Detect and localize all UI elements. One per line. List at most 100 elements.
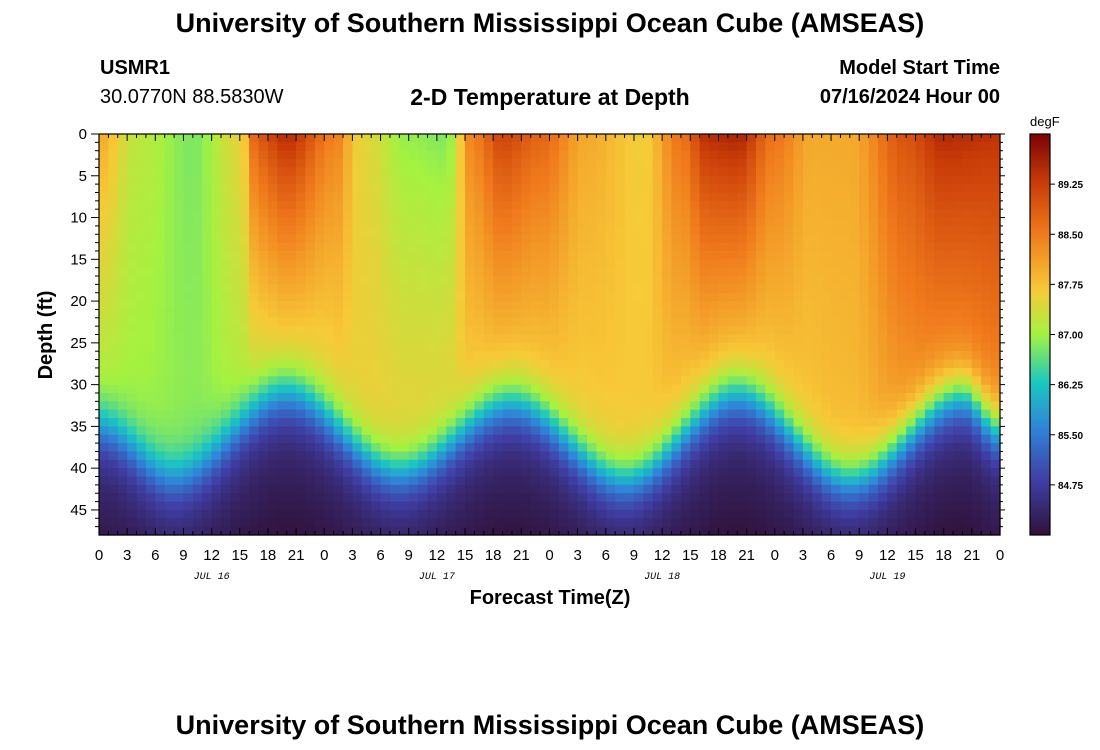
heatmap-cell: [690, 225, 701, 235]
heatmap-cell: [286, 267, 297, 277]
heatmap-cell: [690, 250, 701, 260]
heatmap-cell: [915, 259, 926, 269]
heatmap-cell: [877, 384, 888, 394]
heatmap-cell: [718, 175, 729, 185]
heatmap-cell: [587, 309, 598, 319]
heatmap-cell: [286, 392, 297, 402]
heatmap-cell: [389, 401, 400, 411]
heatmap-cell: [709, 326, 720, 336]
heatmap-cell: [455, 317, 466, 327]
heatmap-cell: [465, 434, 476, 444]
heatmap-cell: [784, 242, 795, 252]
heatmap-cell: [474, 334, 485, 344]
heatmap-cell: [521, 276, 532, 285]
heatmap-cell: [915, 334, 926, 344]
heatmap-cell: [127, 468, 138, 478]
heatmap-cell: [371, 301, 382, 311]
heatmap-cell: [108, 209, 119, 219]
heatmap-cell: [343, 342, 354, 352]
heatmap-cell: [981, 451, 992, 461]
heatmap-cell: [511, 509, 522, 519]
heatmap-cell: [117, 367, 128, 377]
heatmap-cell: [174, 401, 185, 411]
heatmap-cell: [145, 242, 156, 252]
heatmap-cell: [99, 443, 109, 453]
heatmap-cell: [389, 501, 400, 511]
heatmap-cell: [587, 184, 598, 194]
heatmap-cell: [671, 334, 682, 344]
heatmap-cell: [906, 451, 917, 461]
heatmap-cell: [540, 150, 551, 160]
heatmap-cell: [108, 250, 119, 260]
heatmap-cell: [755, 376, 766, 386]
heatmap-cell: [305, 192, 316, 202]
heatmap-cell: [802, 184, 813, 194]
heatmap-cell: [343, 501, 354, 511]
heatmap-cell: [662, 501, 673, 511]
heatmap-cell: [558, 359, 569, 369]
heatmap-cell: [502, 217, 513, 227]
heatmap-cell: [624, 309, 635, 319]
heatmap-cell: [924, 301, 935, 311]
heatmap-cell: [765, 367, 776, 377]
colorbar-tick-label: 87.75: [1058, 280, 1083, 291]
heatmap-cell: [662, 401, 673, 411]
heatmap-cell: [774, 317, 785, 327]
heatmap-cell: [427, 526, 438, 536]
heatmap-cell: [690, 326, 701, 336]
heatmap-cell: [202, 484, 213, 494]
heatmap-cell: [389, 451, 400, 461]
heatmap-cell: [502, 459, 513, 469]
heatmap-cell: [493, 242, 504, 252]
heatmap-cell: [877, 150, 888, 160]
heatmap-cell: [755, 259, 766, 269]
heatmap-cell: [314, 359, 325, 369]
heatmap-cell: [108, 225, 119, 235]
heatmap-cell: [896, 392, 907, 402]
heatmap-cell: [99, 401, 109, 411]
heatmap-cell: [258, 200, 269, 210]
heatmap-cell: [840, 526, 851, 536]
heatmap-cell: [474, 184, 485, 194]
heatmap-cell: [784, 484, 795, 494]
heatmap-cell: [221, 509, 231, 519]
heatmap-cell: [605, 259, 616, 269]
heatmap-cell: [859, 217, 870, 227]
heatmap-cell: [446, 384, 457, 394]
heatmap-cell: [483, 301, 494, 311]
heatmap-cell: [990, 167, 1001, 177]
heatmap-cell: [521, 326, 532, 336]
heatmap-cell: [183, 484, 194, 494]
heatmap-cell: [709, 476, 720, 486]
heatmap-cell: [530, 351, 541, 361]
heatmap-cell: [821, 150, 832, 160]
heatmap-cell: [718, 142, 729, 152]
heatmap-cell: [737, 301, 748, 311]
heatmap-cell: [230, 468, 241, 478]
heatmap-cell: [624, 292, 635, 302]
heatmap-cell: [361, 518, 372, 528]
heatmap-cell: [887, 150, 898, 160]
heatmap-cell: [239, 309, 250, 319]
heatmap-cell: [877, 225, 888, 235]
heatmap-cell: [540, 443, 551, 453]
heatmap-cell: [408, 192, 419, 202]
heatmap-cell: [605, 134, 616, 143]
heatmap-cell: [230, 476, 241, 486]
heatmap-cell: [859, 150, 870, 160]
heatmap-cell: [427, 150, 438, 160]
heatmap-cell: [615, 334, 626, 344]
heatmap-cell: [211, 334, 222, 344]
heatmap-cell: [587, 526, 598, 536]
heatmap-cell: [727, 301, 738, 311]
heatmap-cell: [361, 134, 372, 143]
heatmap-cell: [605, 200, 616, 210]
heatmap-cell: [737, 326, 748, 336]
heatmap-cell: [511, 501, 522, 511]
heatmap-cell: [361, 159, 372, 169]
heatmap-cell: [249, 242, 260, 252]
heatmap-cell: [399, 443, 410, 453]
heatmap-cell: [202, 217, 213, 227]
heatmap-cell: [371, 518, 382, 528]
heatmap-cell: [380, 267, 391, 277]
